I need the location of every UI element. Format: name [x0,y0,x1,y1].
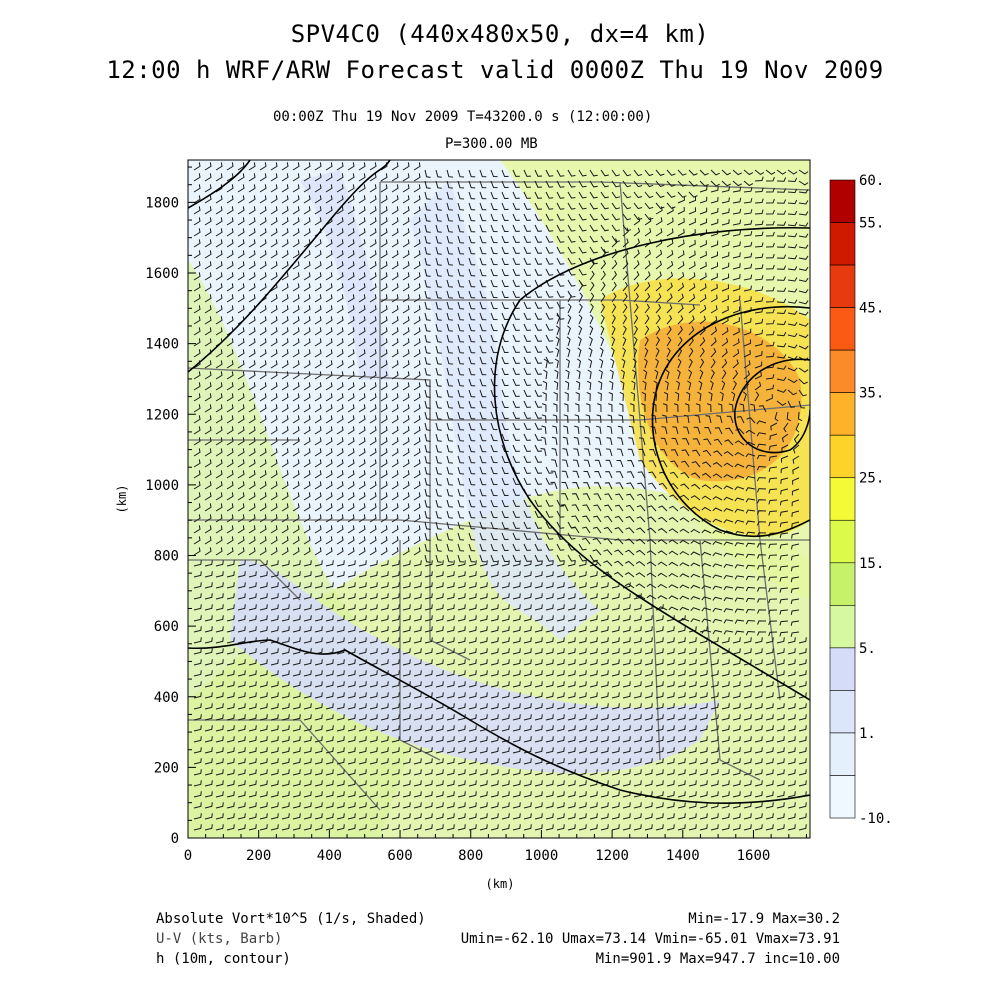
colorbar-swatch [829,477,856,521]
footer-minmax-barb: Umin=-62.10 Umax=73.14 Vmin=-65.01 Vmax=… [460,931,840,947]
colorbar-swatch [829,519,856,564]
colorbar-label: 45. [859,301,884,317]
height-contour-line [651,306,810,538]
colorbar-swatch [829,775,856,819]
state-boundary-line [188,719,381,811]
colorbar: 60. 55. 45. 35. 25. 15. 5. 1. -10. [829,173,893,827]
colorbar-swatch [829,222,856,266]
x-tick-label: 1200 [595,848,629,864]
x-tick-label: 1600 [737,848,771,864]
x-tick-label: 1000 [525,848,559,864]
height-contours [188,160,810,805]
x-tick-label: 200 [246,848,271,864]
y-tick-label: 1600 [145,266,179,282]
y-tick-label: 1800 [145,195,179,211]
colorbar-label: 60. [859,173,884,189]
height-contour-line [188,160,391,373]
y-tick-label: 0 [171,831,179,847]
map-frame [187,159,811,839]
footer-field-barb: U-V (kts, Barb) [156,931,283,947]
wind-barb-field [193,162,809,831]
wind-barbs [193,162,809,831]
state-boundary-line [739,299,781,701]
colorbar-label: 35. [859,386,884,402]
height-contour-line [188,639,810,805]
state-boundary-line [429,380,471,661]
colorbar-swatch [829,434,856,479]
colorbar-label: 5. [859,641,876,657]
colorbar-swatch [829,264,856,308]
colorbar-label: 1. [859,726,876,742]
y-tick-label: 1400 [145,337,179,353]
colorbar-swatch [829,562,856,606]
map-plot-area [188,160,810,838]
colorbar-swatch [829,349,856,393]
colorbar-swatch [829,307,856,351]
footer-field-shaded: Absolute Vort*10^5 (1/s, Shaded) [156,911,426,927]
state-boundaries [188,181,810,811]
colorbar-label: -10. [859,811,893,827]
pressure-level-label: P=300.00 MB [445,136,538,152]
footer-minmax-contour: Min=901.9 Max=947.7 inc=10.00 [595,951,840,967]
y-tick-label: 1200 [145,407,179,423]
y-tick-label: 800 [154,549,179,565]
colorbar-swatch [829,732,856,776]
x-tick-label: 600 [387,848,412,864]
colorbar-label: 25. [859,471,884,487]
colorbar-label: 15. [859,556,884,572]
x-tick-label: 1400 [666,848,700,864]
x-axis-label: (km) [486,877,515,891]
vorticity-band [300,170,390,380]
y-tick-label: 200 [154,760,179,776]
x-tick-label: 0 [184,848,192,864]
chart-title: SPV4C0 (440x480x50, dx=4 km) [290,20,710,48]
height-contour-line [493,226,810,701]
state-boundary-line [399,540,441,761]
colorbar-swatch [829,647,856,691]
colorbar-swatch [829,392,856,436]
chart-forecast-title: 12:00 h WRF/ARW Forecast valid 0000Z Thu… [106,56,884,84]
vorticity-band [410,180,600,640]
valid-time-label: 00:00Z Thu 19 Nov 2009 T=43200.0 s (12:0… [273,109,653,125]
height-contour-line [188,160,251,209]
x-tick-label: 800 [458,848,483,864]
vorticity-band [230,560,720,774]
colorbar-swatch [829,690,856,734]
state-boundary-line [699,539,761,781]
footer-minmax-shaded: Min=-17.9 Max=30.2 [688,911,840,927]
y-tick-label: 600 [154,619,179,635]
colorbar-swatch [829,605,856,649]
state-boundary-line [619,181,661,761]
x-axis: 0 200 400 600 800 1000 1200 1400 1600 [184,830,807,864]
y-axis: 0 200 400 600 800 1000 1200 1400 1600 1800 [145,166,196,847]
state-boundary-line [380,181,810,191]
y-tick-label: 400 [154,690,179,706]
footer-field-contour: h (10m, contour) [156,951,291,967]
height-contour-line [734,358,810,454]
colorbar-label: 55. [859,216,884,232]
state-boundary-line [188,519,810,541]
vorticity-band [638,321,802,482]
state-boundary-line [380,299,701,306]
y-axis-label: (km) [115,485,129,514]
x-tick-label: 400 [317,848,342,864]
y-tick-label: 1000 [145,478,179,494]
colorbar-swatch [829,179,856,223]
